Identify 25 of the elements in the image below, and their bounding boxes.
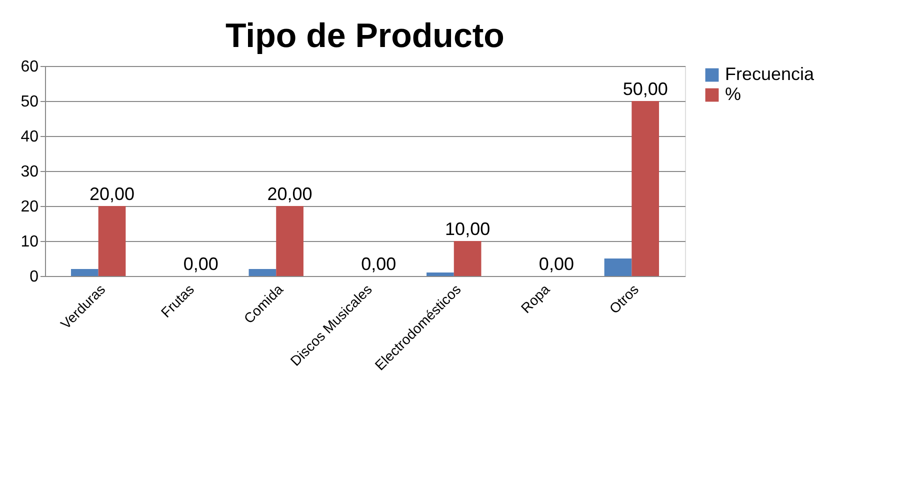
y-tick-label: 10 [20,234,39,250]
bar [604,258,632,276]
y-tick-label: 50 [20,94,39,110]
bar [426,272,454,276]
chart-title: Tipo de Producto [226,17,504,55]
data-label: 0,00 [183,254,218,274]
bar [70,269,98,276]
bar [276,206,304,276]
data-label: 20,00 [267,184,312,204]
data-label: 0,00 [538,254,574,274]
data-label: 20,00 [89,184,135,204]
bar [454,241,482,276]
data-label: 50,00 [622,79,668,99]
bar [248,269,276,276]
y-tick-label: 60 [20,58,39,76]
y-tick-label: 20 [20,198,39,216]
data-label: 0,00 [361,254,396,274]
y-tick-label: 40 [20,128,39,146]
bar [98,206,126,276]
y-tick-label: 30 [20,164,39,180]
legend-label: % [725,84,742,104]
bar [632,101,660,276]
y-tick-label: 0 [30,268,39,286]
legend-label: Frecuencia [725,64,816,84]
data-label: 10,00 [445,219,490,239]
